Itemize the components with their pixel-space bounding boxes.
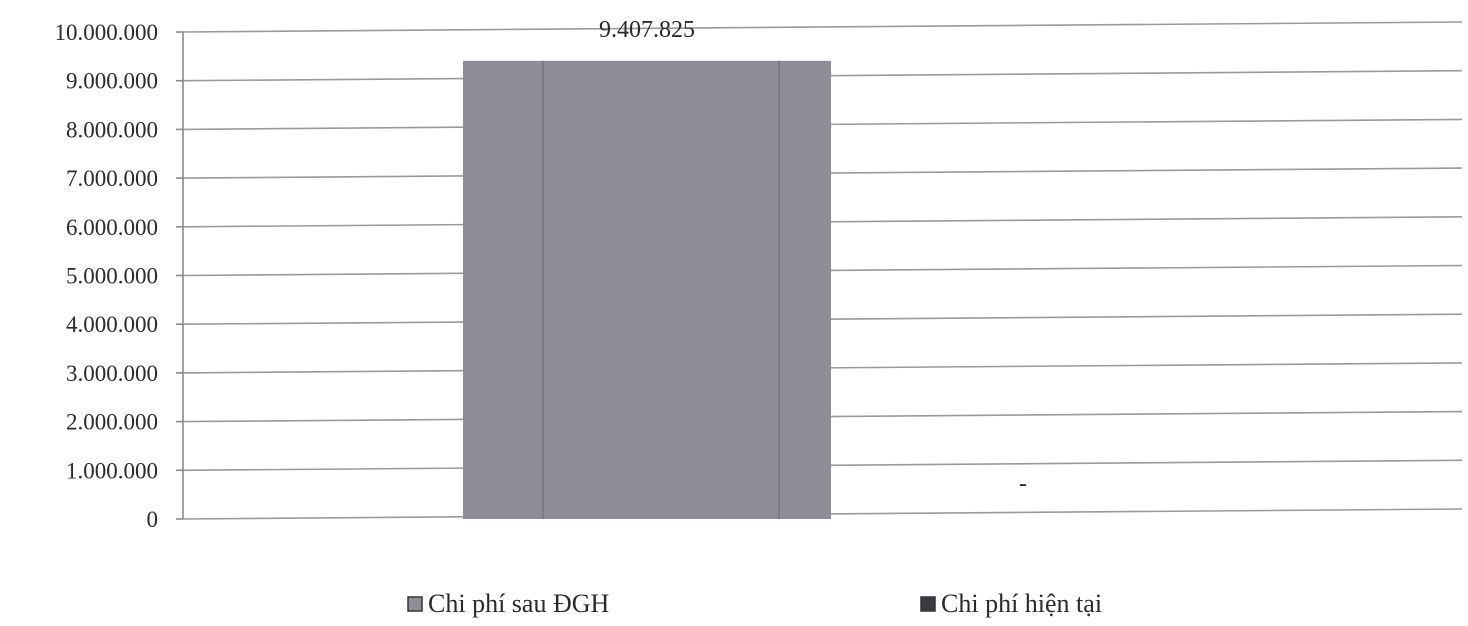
y-tick-label: 4.000.000 xyxy=(66,312,158,337)
bars xyxy=(463,60,831,519)
y-tick-label: 1.000.000 xyxy=(66,458,158,483)
y-tick-label: 9.000.000 xyxy=(66,69,158,94)
y-tick-label: 5.000.000 xyxy=(66,264,158,289)
data-label-series-2: - xyxy=(1019,471,1027,497)
y-axis-ticks: 0 1.000.000 2.000.000 3.000.000 4.000.000 5.0… xyxy=(55,20,183,532)
data-label-series-1: 9.407.825 xyxy=(599,17,695,43)
legend-swatch xyxy=(920,596,936,612)
legend-label: Chi phí hiện tại xyxy=(941,589,1102,618)
bar-series-1 xyxy=(463,60,831,519)
y-tick-label: 3.000.000 xyxy=(66,361,158,386)
y-tick-label: 2.000.000 xyxy=(66,410,158,435)
y-tick-label: 10.000.000 xyxy=(55,20,159,45)
y-tick-label: 7.000.000 xyxy=(66,166,158,191)
y-tick-label: 8.000.000 xyxy=(66,117,158,142)
gridline xyxy=(182,21,1463,33)
legend-label: Chi phí sau ĐGH xyxy=(428,589,610,618)
legend: Chi phí sau ĐGH Chi phí hiện tại xyxy=(407,589,1102,618)
legend-swatch xyxy=(407,596,423,612)
data-labels: 9.407.825 - xyxy=(599,17,1027,497)
y-tick-label: 6.000.000 xyxy=(66,215,158,240)
y-tick-label: 0 xyxy=(147,507,159,532)
